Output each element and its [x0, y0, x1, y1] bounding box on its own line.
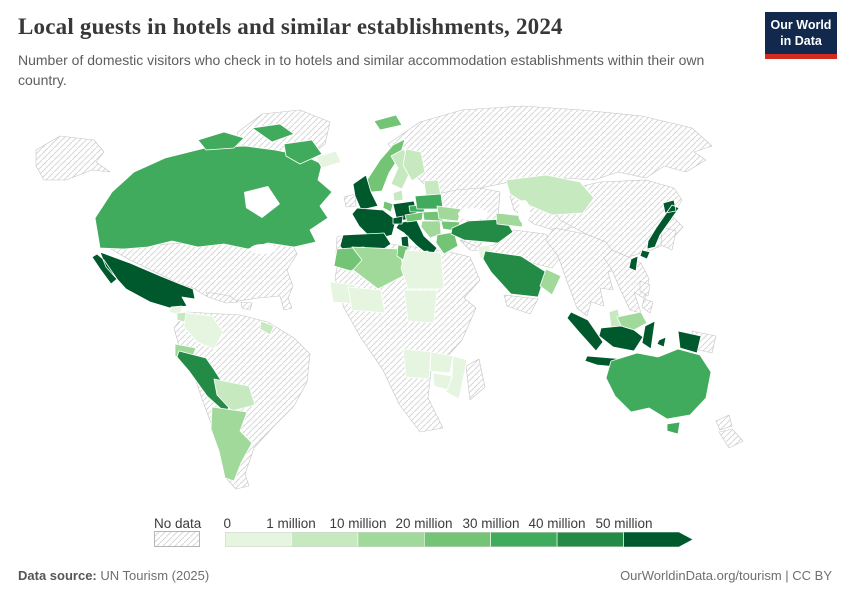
country-switzerland[interactable] [392, 215, 404, 225]
country-denmark[interactable] [392, 189, 404, 202]
region-alaska-nodata[interactable] [35, 135, 111, 181]
country-colombia[interactable] [183, 312, 224, 350]
country-austria[interactable] [404, 211, 424, 223]
owid-logo-line1: Our World [770, 18, 832, 32]
owid-logo[interactable]: Our World in Data [765, 12, 837, 60]
legend-tick-labels: 0 1 million 10 million 20 million 30 mil… [223, 516, 695, 531]
page-title: Local guests in hotels and similar estab… [18, 14, 563, 39]
country-canada-islands[interactable] [197, 123, 323, 165]
caspian-sea-water [518, 200, 530, 224]
country-mali[interactable] [347, 286, 386, 314]
license-text: | CC BY [781, 568, 832, 583]
region-seasia-nodata[interactable] [603, 249, 650, 314]
legend-bin-20-30m[interactable] [424, 531, 492, 548]
country-libya[interactable] [400, 249, 445, 290]
region-hispaniola-nodata[interactable] [240, 301, 253, 311]
region-cuba-nodata[interactable] [205, 291, 239, 304]
great-lakes-water [250, 244, 276, 254]
country-iceland[interactable] [315, 150, 342, 169]
country-chad[interactable] [403, 289, 438, 324]
world-map-svg [35, 105, 744, 490]
country-guyana[interactable] [259, 320, 275, 336]
region-ireland-nodata[interactable] [343, 193, 357, 208]
region-philippines-nodata[interactable] [639, 280, 654, 314]
legend-tick-30m: 30 million [462, 516, 520, 531]
country-oman[interactable] [539, 268, 562, 296]
country-mozambique[interactable] [445, 355, 468, 400]
country-japan[interactable] [639, 199, 680, 260]
chart-subtitle: Number of domestic visitors who check in… [18, 52, 705, 88]
country-saudi-arabia[interactable] [482, 250, 547, 298]
country-benelux[interactable] [382, 200, 394, 213]
legend-bin-1-10m[interactable] [291, 531, 359, 548]
country-baltics[interactable] [423, 179, 442, 197]
data-source-value: UN Tourism (2025) [96, 568, 210, 583]
black-sea-water [458, 208, 488, 220]
chart-footer: Data source: UN Tourism (2025) OurWorldi… [18, 568, 832, 583]
hudson-bay-water [244, 186, 280, 218]
legend-bar-outline [225, 532, 624, 547]
country-svalbard[interactable] [373, 114, 403, 131]
legend-tick-0: 0 [223, 516, 232, 531]
country-finland[interactable] [402, 148, 426, 182]
legend-no-data-label: No data [154, 516, 202, 531]
legend-tick-10m: 10 million [329, 516, 387, 531]
legend-tick-40m: 40 million [528, 516, 586, 531]
country-australia[interactable] [605, 348, 712, 435]
legend-tick-20m: 20 million [395, 516, 453, 531]
legend-bin-0-1m[interactable] [225, 531, 292, 548]
country-angola[interactable] [402, 348, 432, 380]
country-turkey[interactable] [450, 218, 514, 244]
legend-no-data-swatch[interactable] [154, 531, 200, 548]
country-balkans[interactable] [420, 220, 442, 239]
owid-logo-line2: in Data [780, 33, 822, 48]
region-madagascar-nodata[interactable] [465, 358, 486, 401]
country-malaysia-borneo[interactable] [616, 311, 648, 331]
legend-bin-40-50m[interactable] [556, 531, 624, 548]
country-bolivia[interactable] [213, 378, 256, 412]
region-yemen-nodata[interactable] [503, 294, 539, 315]
country-caucasus[interactable] [495, 212, 525, 228]
region-newzealand-nodata[interactable] [715, 414, 744, 449]
country-zambia[interactable] [429, 351, 454, 374]
owid-tourism-link[interactable]: OurWorldinData.org/tourism [620, 568, 782, 583]
country-mexico[interactable] [91, 251, 196, 309]
legend-bin-30-40m[interactable] [490, 531, 558, 548]
legend-tick-1m: 1 million [266, 516, 316, 531]
world-map [0, 100, 850, 510]
legend-bin-50m-plus[interactable] [623, 531, 694, 548]
country-uk[interactable] [352, 174, 379, 211]
country-argentina[interactable] [210, 406, 253, 482]
data-source-label: Data source: [18, 568, 97, 583]
legend-color-bar[interactable] [225, 531, 695, 548]
legend-tick-50m: 50 million [595, 516, 653, 531]
country-canada[interactable] [94, 145, 333, 250]
country-romania[interactable] [436, 205, 462, 222]
region-usa-nodata[interactable] [105, 239, 298, 311]
country-kazakhstan[interactable] [505, 174, 595, 216]
legend-bin-10-20m[interactable] [357, 531, 425, 548]
country-taiwan[interactable] [628, 255, 639, 272]
region-korea-nodata[interactable] [660, 226, 677, 251]
